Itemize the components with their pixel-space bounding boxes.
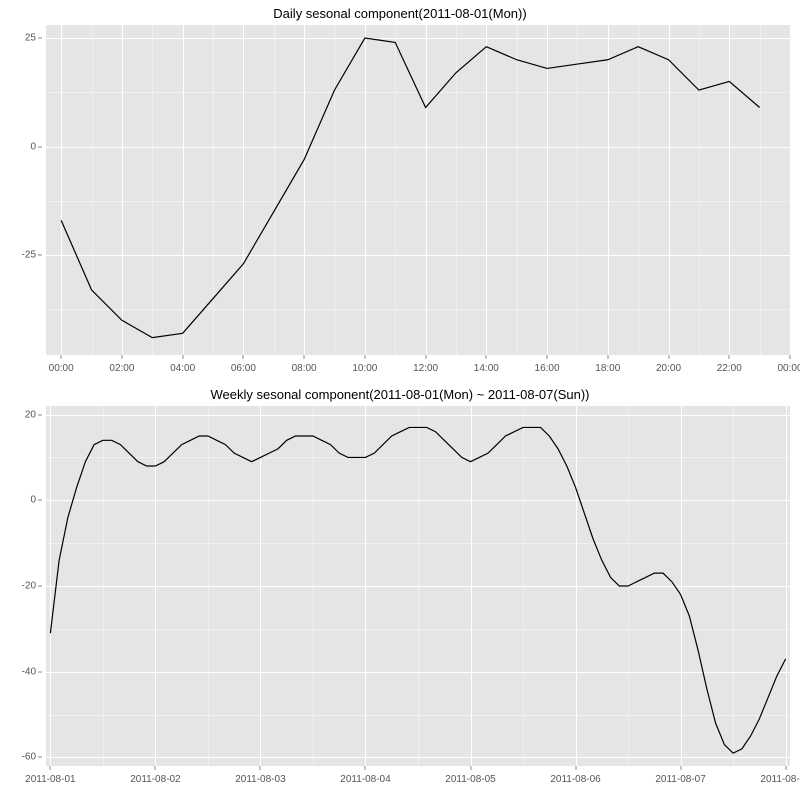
y-tick-mark — [38, 500, 42, 501]
series-line — [61, 38, 759, 338]
x-tick-mark — [680, 766, 681, 770]
chart2-y-axis: -60 -40 -20 0 20 — [0, 406, 46, 766]
x-tick-label: 00:00 — [777, 363, 800, 374]
x-tick-label: 18:00 — [595, 363, 620, 374]
y-tick-label: 0 — [2, 495, 36, 506]
x-tick-mark — [790, 355, 791, 359]
x-tick-mark — [50, 766, 51, 770]
series-line — [50, 427, 785, 753]
y-tick-label: -40 — [2, 666, 36, 677]
x-tick-mark — [668, 355, 669, 359]
y-tick-mark — [38, 38, 42, 39]
y-tick-mark — [38, 757, 42, 758]
x-tick-label: 16:00 — [535, 363, 560, 374]
y-tick-mark — [38, 146, 42, 147]
chart2-x-axis: 2011-08-012011-08-022011-08-032011-08-04… — [46, 766, 790, 792]
y-tick-label: -60 — [2, 752, 36, 763]
chart2-plot-area — [46, 406, 790, 766]
x-tick-mark — [729, 355, 730, 359]
x-tick-label: 20:00 — [656, 363, 681, 374]
x-tick-label: 04:00 — [170, 363, 195, 374]
x-tick-mark — [607, 355, 608, 359]
x-tick-label: 2011-08-05 — [445, 774, 495, 785]
y-tick-label: 25 — [2, 33, 36, 44]
figure: Daily sesonal component(2011-08-01(Mon))… — [0, 0, 800, 792]
y-tick-mark — [38, 671, 42, 672]
y-tick-label: 20 — [2, 409, 36, 420]
x-tick-label: 2011-08-02 — [130, 774, 180, 785]
x-tick-mark — [121, 355, 122, 359]
x-tick-mark — [61, 355, 62, 359]
chart1-x-axis: 00:00 02:00 04:00 06:00 08:00 10:00 12:00 14:00… — [46, 355, 790, 381]
x-tick-label: 2011-08-07 — [655, 774, 705, 785]
chart2-title: Weekly sesonal component(2011-08-01(Mon)… — [0, 381, 800, 406]
x-tick-mark — [155, 766, 156, 770]
chart1-plot-area — [46, 25, 790, 355]
x-tick-mark — [470, 766, 471, 770]
x-tick-label: 10:00 — [352, 363, 377, 374]
weekly-seasonal-chart: Weekly sesonal component(2011-08-01(Mon)… — [0, 381, 800, 792]
x-tick-mark — [547, 355, 548, 359]
chart2-line — [46, 406, 790, 766]
x-tick-label: 12:00 — [413, 363, 438, 374]
x-tick-label: 22:00 — [717, 363, 742, 374]
x-tick-label: 14:00 — [474, 363, 499, 374]
y-tick-label: -25 — [2, 250, 36, 261]
x-tick-mark — [425, 355, 426, 359]
x-tick-mark — [785, 766, 786, 770]
x-tick-label: 2011-08-04 — [340, 774, 390, 785]
chart1-title: Daily sesonal component(2011-08-01(Mon)) — [0, 0, 800, 25]
y-tick-mark — [38, 255, 42, 256]
x-tick-mark — [182, 355, 183, 359]
chart1-y-axis: -25 0 25 — [0, 25, 46, 355]
x-tick-label: 08:00 — [292, 363, 317, 374]
x-tick-label: 2011-08-06 — [550, 774, 600, 785]
x-tick-mark — [260, 766, 261, 770]
x-tick-label: 2011-08-03 — [235, 774, 285, 785]
y-tick-label: -20 — [2, 581, 36, 592]
x-tick-mark — [486, 355, 487, 359]
x-tick-mark — [304, 355, 305, 359]
daily-seasonal-chart: Daily sesonal component(2011-08-01(Mon))… — [0, 0, 800, 381]
y-tick-mark — [38, 586, 42, 587]
x-tick-mark — [364, 355, 365, 359]
grid-major-v — [790, 25, 791, 355]
x-tick-mark — [243, 355, 244, 359]
x-tick-mark — [575, 766, 576, 770]
x-tick-label: 2011-08-01 — [25, 774, 75, 785]
chart1-line — [46, 25, 790, 355]
x-tick-label: 02:00 — [109, 363, 134, 374]
y-tick-label: 0 — [2, 141, 36, 152]
x-tick-mark — [365, 766, 366, 770]
y-tick-mark — [38, 414, 42, 415]
x-tick-label: 2011-08-08 — [760, 774, 800, 785]
x-tick-label: 06:00 — [231, 363, 256, 374]
x-tick-label: 00:00 — [49, 363, 74, 374]
